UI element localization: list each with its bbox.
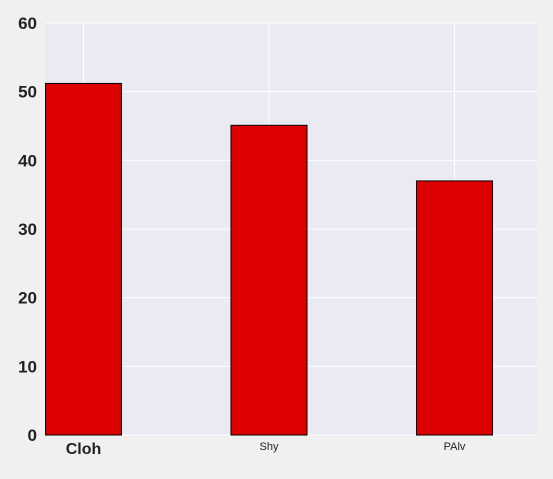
x-tick-label-cloh: Cloh <box>66 441 102 458</box>
y-tick-label: 0 <box>28 426 37 445</box>
y-tick-label: 10 <box>18 357 37 376</box>
x-tick-label-palv: PAlv <box>444 441 466 453</box>
bar-palv <box>417 181 493 435</box>
bar-cloh <box>46 83 122 435</box>
y-axis-tick-labels: 0 10 20 30 40 50 60 <box>18 14 37 445</box>
y-tick-label: 60 <box>18 14 37 33</box>
x-tick-label-shy: Shy <box>260 441 279 453</box>
y-tick-label: 20 <box>18 289 37 308</box>
x-axis-tick-labels: Cloh Shy PAlv <box>66 441 466 458</box>
y-tick-label: 50 <box>18 83 37 102</box>
bar-shy <box>231 125 307 435</box>
y-tick-label: 30 <box>18 220 37 239</box>
y-tick-label: 40 <box>18 151 37 170</box>
